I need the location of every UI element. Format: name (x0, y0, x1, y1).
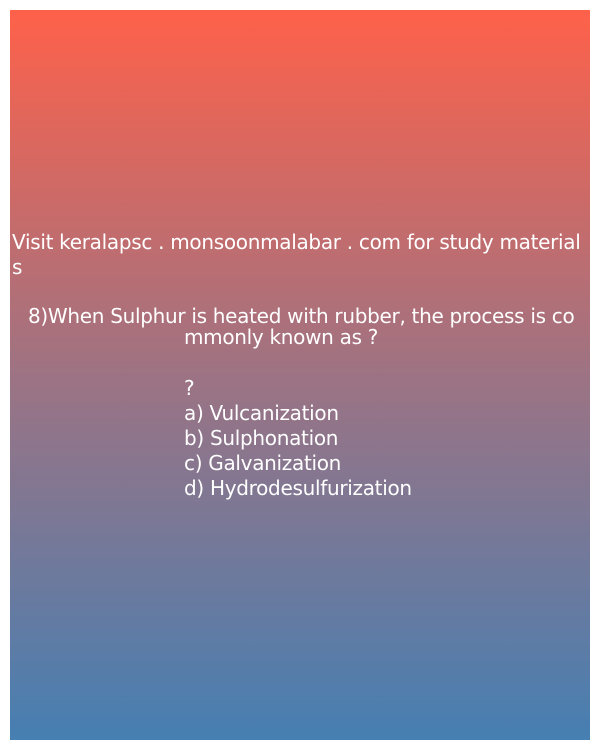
option-d: d) Hydrodesulfurization (184, 476, 412, 500)
question-text: 8)When Sulphur is heated with rubber, th… (28, 304, 575, 349)
question-card: Visit keralapsc . monsoonmalabar . com f… (10, 10, 590, 740)
question-mark: ? (184, 376, 195, 400)
promo-text: Visit keralapsc . monsoonmalabar . com f… (12, 230, 581, 279)
options-list: a) Vulcanization b) Sulphonation c) Galv… (184, 401, 412, 501)
option-a: a) Vulcanization (184, 401, 339, 425)
question-block: 8)When Sulphur is heated with rubber, th… (28, 304, 588, 349)
option-c: c) Galvanization (184, 451, 342, 475)
option-b: b) Sulphonation (184, 426, 339, 450)
